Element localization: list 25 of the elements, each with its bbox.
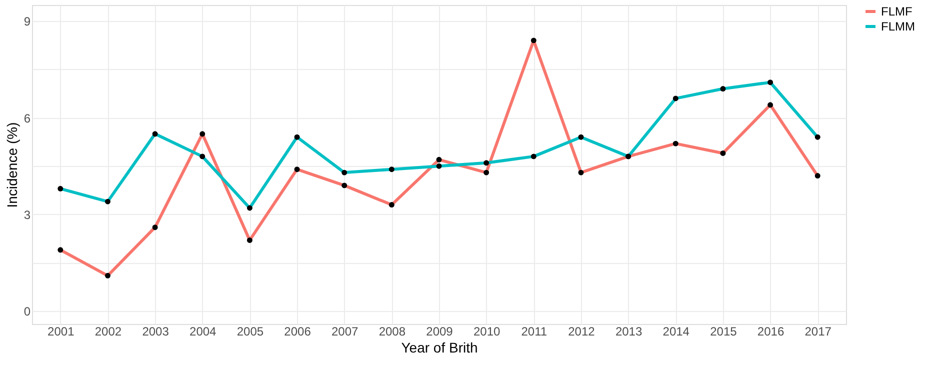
y-tick-label: 9 <box>24 14 31 29</box>
x-tick-label: 2017 <box>804 324 832 338</box>
x-tick-label: 2005 <box>236 324 264 338</box>
x-tick-label: 2006 <box>284 324 312 338</box>
x-tick-label: 2013 <box>615 324 642 338</box>
x-tick-label: 2011 <box>521 324 548 338</box>
x-tick-label: 2007 <box>331 324 359 338</box>
x-tick-label: 2002 <box>94 324 122 338</box>
x-tick-label: 2016 <box>757 324 784 338</box>
x-tick-label: 2015 <box>710 324 738 338</box>
x-tick-label: 2008 <box>378 324 406 338</box>
x-tick-label: 2012 <box>568 324 596 338</box>
legend-label: FLMM <box>881 20 915 34</box>
y-tick-label: 3 <box>24 208 31 222</box>
y-tick-label: 0 <box>24 304 31 319</box>
legend-label: FLMF <box>881 4 912 18</box>
x-tick-label: 2003 <box>142 324 170 338</box>
x-tick-label: 2009 <box>426 324 454 338</box>
x-tick-label: 2001 <box>48 324 75 338</box>
x-tick-label: 2004 <box>190 324 217 338</box>
x-tick-label: 2010 <box>473 324 500 338</box>
x-axis-title: Year of Brith <box>401 340 478 356</box>
x-tick-label: 2014 <box>662 324 690 338</box>
y-tick-label: 6 <box>24 111 31 126</box>
y-axis-title: Incidence (%) <box>4 122 20 208</box>
